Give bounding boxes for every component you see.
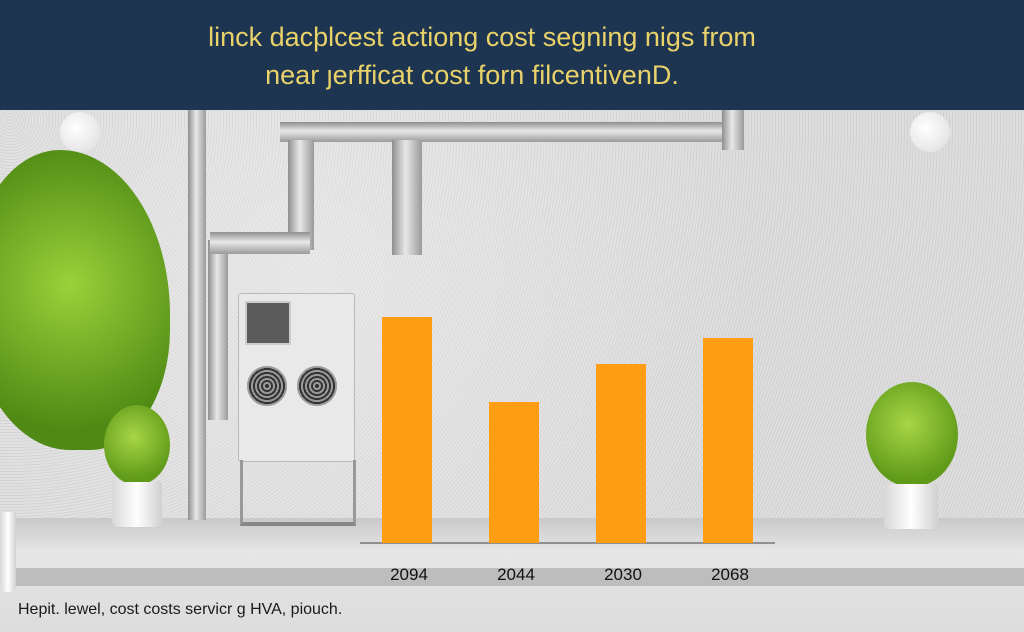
wall-lamp-left-icon [60,112,100,152]
pipe-right [722,110,744,150]
hvac-stand [240,460,356,526]
pipe-drop [392,140,422,255]
fan-left-icon [247,366,287,406]
title-banner: linck dacþlcest actiong cost segning nig… [0,0,1024,110]
small-plant-right-leaves [866,382,958,487]
small-plant-left-pot [112,482,162,527]
bar-2044 [489,402,539,543]
hvac-display [245,301,291,345]
hvac-unit [238,293,355,462]
pipe-horizontal-top [280,122,740,142]
floor-edge [0,568,1024,586]
tick-label-2030: 2030 [604,565,642,584]
fan-right-icon [297,366,337,406]
bar-2030 [596,364,646,543]
pipe-vertical-mid [208,240,228,420]
tick-label-2068: 2068 [711,565,749,584]
small-plant-left-leaves [104,405,170,485]
tick-label-2044: 2044 [497,565,535,584]
title-line-1: linck dacþlcest actiong cost segning nig… [208,22,756,52]
bars-group [382,317,753,543]
edge-pot-left [0,512,16,592]
small-plant-right-pot [884,484,938,529]
pipe-vertical-left [188,110,206,520]
title-line-2: near ȷerfficat cost forn filcentivenD. [265,60,679,90]
pipe-elbow-a [288,140,314,250]
bar-2068 [703,338,753,543]
pipe-horizontal-low [210,232,310,254]
caption: Hepit. lewel, cost costs servicr g HVA, … [18,601,343,618]
tick-label-2094: 2094 [390,565,428,584]
wall-lamp-right-icon [910,112,950,152]
tick-labels-group: 2094 2044 2030 2068 [390,565,749,584]
bar-2094 [382,317,432,543]
